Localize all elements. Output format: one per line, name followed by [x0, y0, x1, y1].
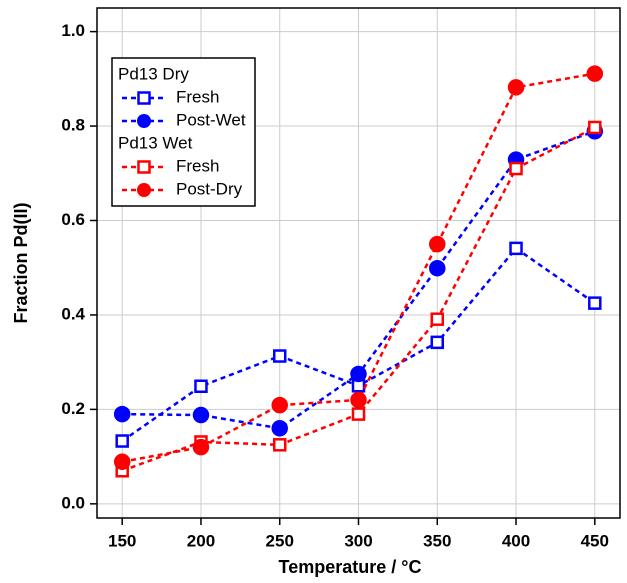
marker [192, 438, 210, 456]
marker [429, 259, 446, 277]
legend-label: Post-Dry [176, 179, 243, 198]
marker [350, 391, 367, 409]
marker [271, 420, 288, 437]
marker [586, 65, 604, 82]
legend-title: Pd13 Wet [118, 133, 193, 152]
legend-label: Fresh [176, 156, 219, 175]
y-tick-label: 0.8 [61, 116, 85, 135]
legend-marker [137, 91, 151, 105]
x-axis-title: Temperature / °C [279, 557, 422, 577]
y-axis-title: Fraction Pd(II) [11, 202, 31, 323]
marker [272, 349, 287, 363]
marker [588, 120, 602, 135]
x-tick-label: 250 [266, 531, 294, 550]
marker [588, 296, 602, 310]
y-tick-label: 0.0 [61, 493, 85, 512]
marker [430, 335, 445, 350]
marker [113, 405, 131, 423]
marker [192, 406, 210, 424]
marker [350, 365, 367, 383]
marker [194, 379, 208, 393]
y-tick-label: 0.6 [61, 210, 85, 229]
x-tick-label: 150 [108, 531, 136, 550]
marker [509, 241, 523, 256]
x-tick-label: 400 [502, 531, 530, 550]
marker [429, 235, 446, 253]
marker [507, 79, 525, 96]
legend-box [111, 57, 256, 207]
legend-label: Fresh [176, 87, 219, 106]
marker [509, 161, 523, 176]
legend-marker [137, 160, 151, 174]
marker [113, 453, 131, 471]
legend-label: Post-Wet [176, 110, 246, 129]
legend-title: Pd13 Dry [118, 64, 189, 83]
plot-frame [96, 7, 621, 519]
marker [272, 438, 287, 452]
x-tick-label: 200 [187, 531, 215, 550]
marker [115, 434, 129, 448]
legend-marker [137, 114, 151, 128]
x-tick-label: 350 [423, 531, 451, 550]
y-tick-label: 0.2 [61, 399, 85, 418]
marker [430, 312, 445, 326]
x-tick-label: 450 [581, 531, 609, 550]
y-tick-label: 0.4 [61, 304, 85, 323]
marker [351, 407, 366, 421]
x-tick-label: 300 [344, 531, 372, 550]
y-tick-label: 1.0 [61, 21, 85, 40]
marker [271, 396, 288, 414]
legend-marker [137, 183, 151, 197]
